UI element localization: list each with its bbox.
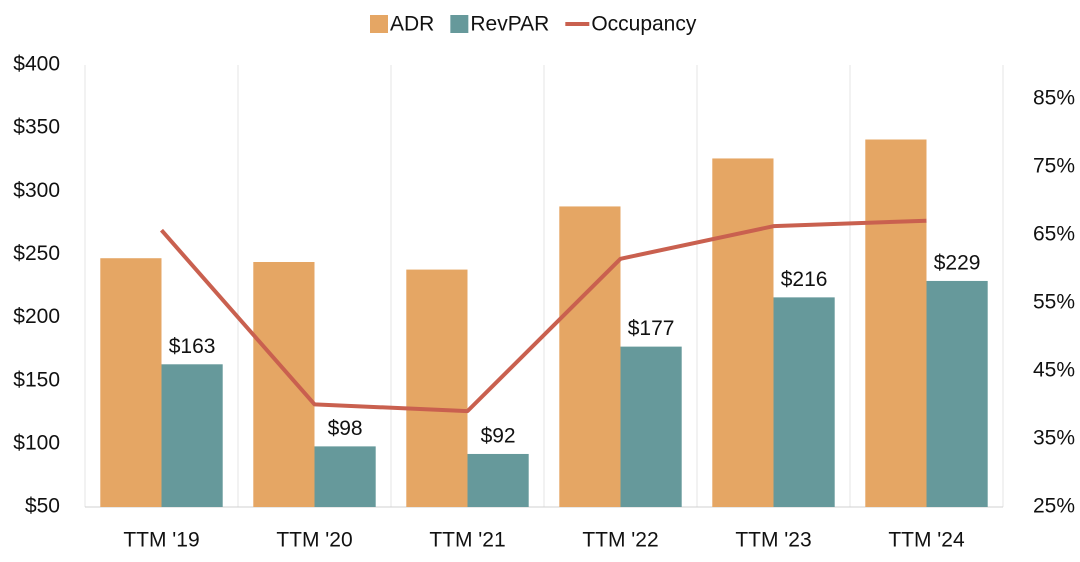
y2-tick-label: 25% <box>1033 495 1075 518</box>
y2-tick-label: 35% <box>1033 427 1075 450</box>
y-tick-label: $350 <box>13 116 60 139</box>
y2-tick-label: 75% <box>1033 155 1075 178</box>
y-tick-label: $50 <box>25 495 60 518</box>
bar <box>559 206 621 507</box>
x-tick-label: TTM '22 <box>582 529 658 552</box>
y-tick-label: $300 <box>13 179 60 202</box>
legend-label: Occupancy <box>591 13 697 36</box>
data-label: $177 <box>628 317 675 340</box>
bar <box>773 297 835 507</box>
bar <box>467 453 529 507</box>
legend-label: ADR <box>390 13 434 36</box>
data-label: $163 <box>169 335 216 358</box>
y-tick-label: $400 <box>13 53 60 76</box>
bar <box>314 446 376 507</box>
bar <box>712 158 774 508</box>
x-tick-label: TTM '21 <box>429 529 505 552</box>
x-tick-label: TTM '24 <box>888 529 965 552</box>
bar <box>406 269 468 507</box>
legend-label: RevPAR <box>470 13 549 36</box>
x-tick-label: TTM '20 <box>276 529 352 552</box>
bar <box>100 258 162 507</box>
x-tick-label: TTM '23 <box>735 529 811 552</box>
y2-tick-label: 45% <box>1033 359 1075 382</box>
bar <box>865 139 927 507</box>
y-tick-label: $200 <box>13 305 60 328</box>
line <box>159 218 927 414</box>
bar <box>926 280 988 507</box>
bar <box>620 346 682 507</box>
y-tick-label: $150 <box>13 368 60 391</box>
data-label: $92 <box>481 425 516 448</box>
x-tick-label: TTM '19 <box>123 529 199 552</box>
y2-tick-label: 55% <box>1033 291 1075 314</box>
y-tick-label: $250 <box>13 242 60 265</box>
legend-swatch <box>450 15 469 33</box>
data-label: $216 <box>781 268 828 291</box>
y2-tick-label: 85% <box>1033 87 1075 110</box>
y-tick-label: $100 <box>13 431 60 454</box>
data-label: $98 <box>328 417 363 440</box>
data-label: $229 <box>934 251 981 274</box>
bar <box>161 364 223 507</box>
bar <box>253 262 315 507</box>
legend-swatch <box>370 15 388 33</box>
y2-tick-label: 65% <box>1033 223 1075 246</box>
